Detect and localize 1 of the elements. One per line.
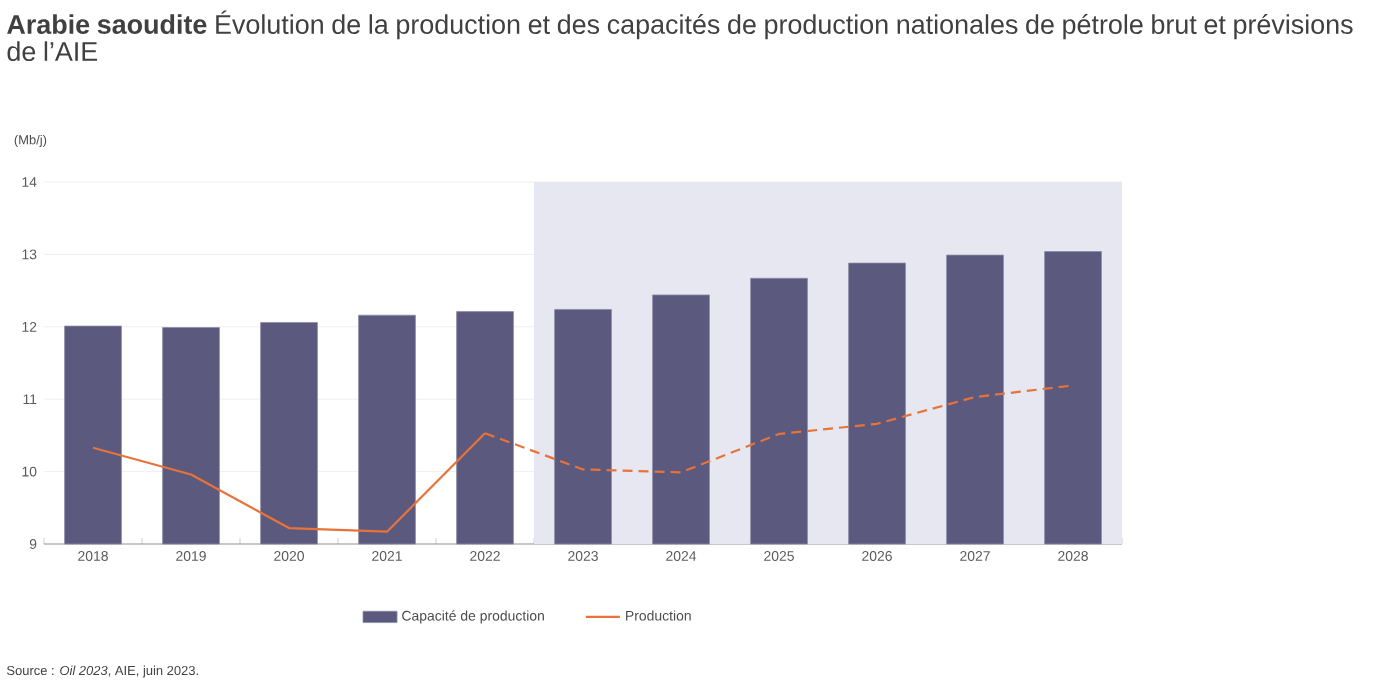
chart-title: Arabie saoudite Évolution de la production et des capacités de production nationales de pétrole brut et prévisions de l’AIE [7, 10, 1353, 62]
